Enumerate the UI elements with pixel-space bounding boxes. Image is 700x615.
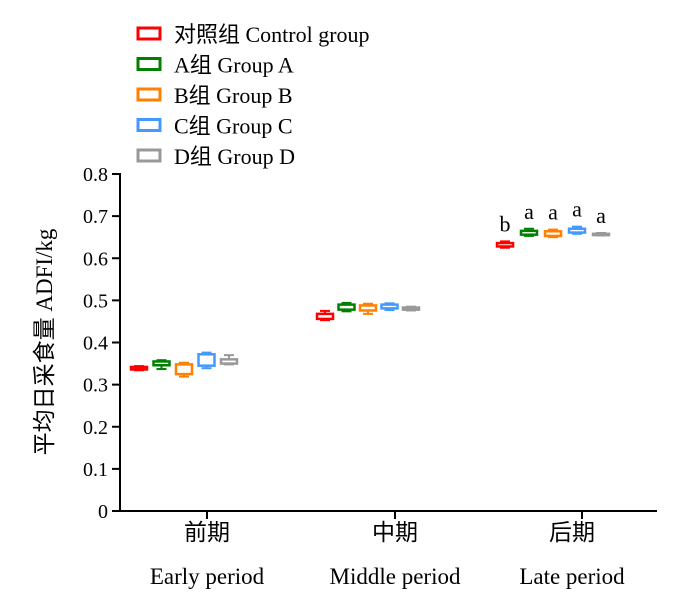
box-plot [174,361,194,378]
x-category-label-en: Late period [519,564,625,589]
box-plot [197,351,216,370]
y-tick-label: 0.1 [83,459,108,481]
y-tick-label: 0.6 [83,248,108,270]
box-plot [129,365,149,372]
legend-swatch [136,26,162,41]
significance-label: a [548,200,558,225]
box-plot: a [567,197,587,235]
y-tick-label: 0.8 [83,164,108,186]
box-plot [380,302,399,312]
y-tick-label: 0 [98,501,108,523]
box-plot [152,359,171,371]
box [519,229,539,236]
y-tick-label: 0.7 [83,206,108,228]
x-axis: 前期 Early period 中期 Middle period 后期 Late peri… [120,510,657,589]
plot-area: ba a a a [129,197,611,378]
legend: 对照组 Control group A组 Group A B组 Group B C组 … [136,22,370,169]
box-plot: a [591,203,611,237]
y-axis: 0 0.1 0.2 0.3 0.4 0.5 0.6 0.7 0.8 [83,164,121,523]
x-category-label-en: Early period [150,564,265,589]
box-plot [401,305,421,312]
significance-label: b [500,211,511,236]
legend-label: 对照组 Control group [174,22,370,47]
legend-label: A组 Group A [174,53,294,78]
box [495,241,515,248]
box [567,227,587,234]
box-plot: a [543,200,563,239]
box [358,304,378,312]
y-tick-label: 0.4 [83,333,108,355]
legend-label: C组 Group C [174,114,293,139]
significance-label: a [524,199,534,224]
box-plot [358,302,378,315]
box-plot [337,301,356,313]
y-tick-label: 0.2 [83,417,108,439]
box [401,306,421,311]
box-plot: a [519,199,539,237]
legend-swatch [136,118,162,132]
box-plot [315,309,335,322]
y-tick-label: 0.3 [83,375,108,397]
legend-label: B组 Group B [174,83,293,108]
y-tick-label: 0.5 [83,290,108,312]
box [219,358,239,365]
significance-label: a [572,197,582,222]
x-category-label-en: Middle period [330,564,461,589]
significance-label: a [596,203,606,228]
legend-label: D组 Group D [174,144,295,169]
y-axis-label: 平均日采食量 ADFI/kg [32,228,57,455]
box-plot [219,354,239,366]
box [152,360,171,367]
box [315,312,335,321]
box [197,353,216,367]
legend-swatch [136,148,162,163]
box [591,232,611,237]
box-plot: b [495,211,515,249]
box [337,303,356,311]
legend-swatch [136,57,162,71]
box [380,303,399,310]
box [129,365,149,371]
legend-swatch [136,87,162,102]
x-category-label-cn: 后期 [549,520,595,545]
x-category-label-cn: 前期 [184,520,230,545]
box [174,363,194,376]
box [543,230,563,238]
x-category-label-cn: 中期 [372,520,418,545]
